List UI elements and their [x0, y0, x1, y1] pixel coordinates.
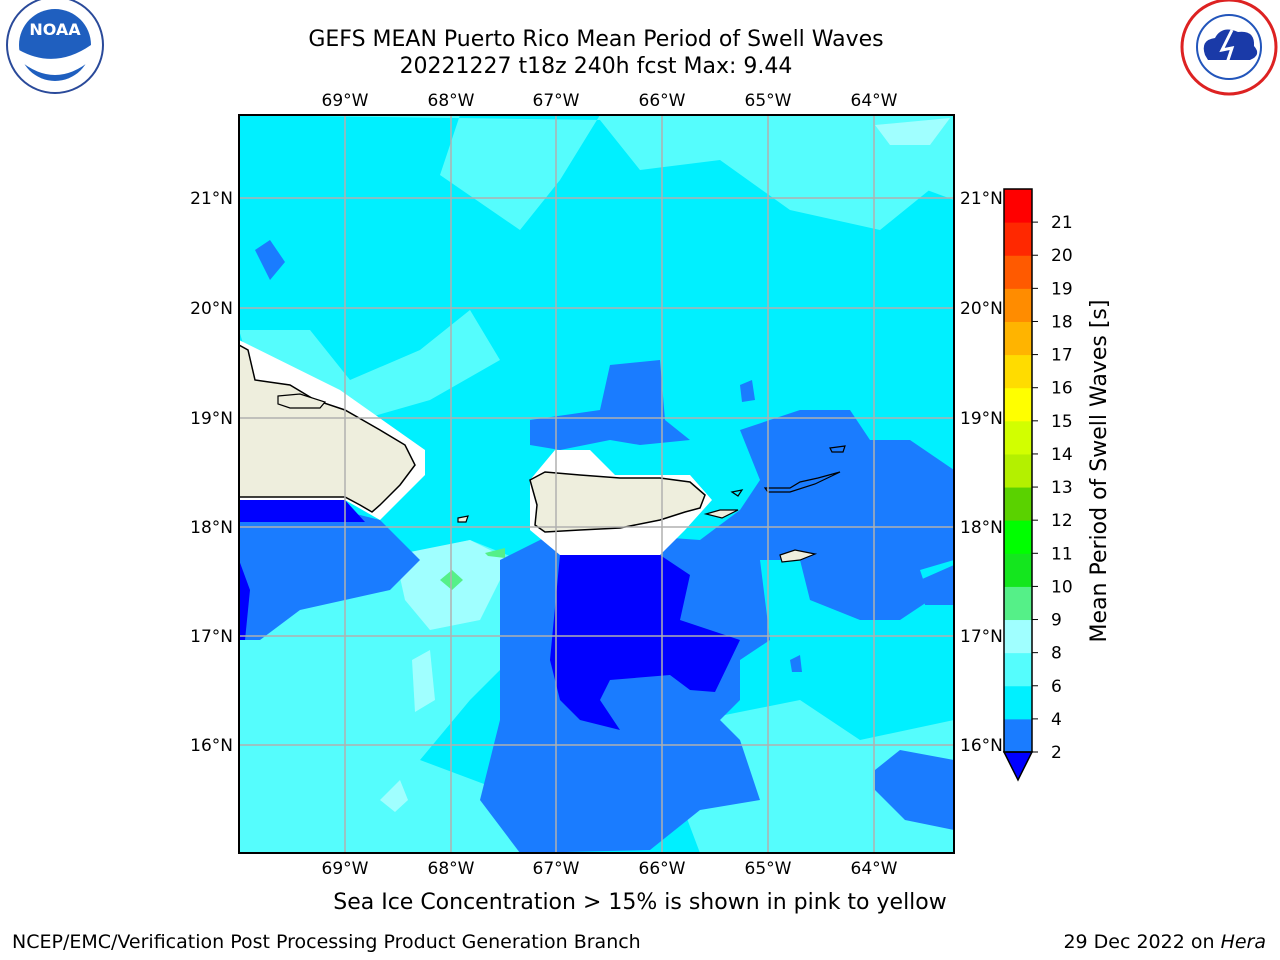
footer-machine: Hera — [1220, 931, 1266, 953]
noaa-logo: NOAA — [6, 0, 104, 94]
contour-2-4-north-pr — [530, 360, 690, 450]
lat-label: 17°N — [960, 627, 1003, 647]
colorbar-tick-label: 14 — [1051, 445, 1073, 465]
graticule — [239, 115, 954, 853]
colorbar-tick-label: 4 — [1051, 710, 1062, 730]
colorbar-bin — [1004, 553, 1032, 587]
lat-label: 21°N — [960, 189, 1003, 209]
colorbar-tick-label: 15 — [1051, 412, 1073, 432]
footer-date-text: 29 Dec 2022 on — [1063, 931, 1221, 953]
lat-labels-left: 21°N 20°N 19°N 18°N 17°N 16°N — [190, 189, 233, 756]
lat-label: 20°N — [960, 299, 1003, 319]
colorbar-tick-label: 20 — [1051, 246, 1073, 266]
contour-2-4-south — [480, 410, 954, 853]
lon-labels-top: 69°W 68°W 67°W 66°W 65°W 64°W — [322, 91, 898, 111]
chart-title: GEFS MEAN Puerto Rico Mean Period of Swe… — [308, 27, 884, 52]
contour-6-8-southeast — [680, 700, 954, 853]
colorbar-bin — [1004, 354, 1032, 389]
lat-label: 20°N — [190, 299, 233, 319]
colorbar-tick-label: 19 — [1051, 279, 1073, 299]
lat-labels-right: 21°N 20°N 19°N 18°N 17°N 16°N — [960, 189, 1003, 756]
map-panel — [238, 114, 955, 854]
lat-label: 18°N — [190, 518, 233, 538]
lon-label: 67°W — [533, 859, 580, 879]
lon-label: 64°W — [851, 91, 898, 111]
colorbar-bin — [1004, 420, 1032, 455]
lat-label: 18°N — [960, 518, 1003, 538]
lat-label: 21°N — [190, 189, 233, 209]
colorbar-tick-label: 8 — [1051, 644, 1062, 664]
lon-label: 65°W — [745, 91, 792, 111]
colorbar-bin — [1004, 487, 1032, 521]
sea-ice-caption: Sea Ice Concentration > 15% is shown in … — [333, 890, 947, 915]
colorbar-tick-label: 21 — [1051, 213, 1073, 233]
colorbar-tick-label: 2 — [1051, 743, 1062, 763]
colorbar-bin — [1004, 520, 1032, 554]
lat-label: 19°N — [960, 409, 1003, 429]
colorbar-bin — [1004, 619, 1032, 654]
colorbar-tick-label: 9 — [1051, 611, 1062, 631]
contour-under-2-west — [239, 500, 365, 522]
lon-label: 69°W — [322, 91, 369, 111]
hispaniola-land — [239, 344, 416, 513]
lon-label: 66°W — [639, 859, 686, 879]
footer-credit: NCEP/EMC/Verification Post Processing Pr… — [12, 931, 641, 953]
colorbar-bin — [1004, 685, 1032, 720]
lon-labels-bottom: 69°W 68°W 67°W 66°W 65°W 64°W — [322, 859, 898, 879]
colorbar-tick-label: 11 — [1051, 544, 1073, 564]
colorbar-bin — [1004, 718, 1032, 753]
colorbar-tick-label: 16 — [1051, 379, 1073, 399]
colorbar-tick-label: 12 — [1051, 511, 1073, 531]
colorbar-bin — [1004, 255, 1032, 289]
colorbar-bin — [1004, 586, 1032, 621]
lat-label: 19°N — [190, 409, 233, 429]
chart-subtitle: 20221227 t18z 240h fcst Max: 9.44 — [399, 54, 793, 79]
colorbar-tick-label: 6 — [1051, 677, 1062, 697]
svg-text:NOAA: NOAA — [29, 20, 81, 39]
lat-label: 16°N — [190, 736, 233, 756]
colorbar-under-arrow — [1002, 751, 1034, 782]
lon-label: 69°W — [322, 859, 369, 879]
colorbar-tick-label: 10 — [1051, 577, 1073, 597]
nws-logo — [1180, 0, 1278, 96]
colorbar-frame — [1003, 188, 1033, 753]
lon-label: 65°W — [745, 859, 792, 879]
lon-label: 68°W — [428, 859, 475, 879]
colorbar-tick-label: 18 — [1051, 312, 1073, 332]
colorbar-bin — [1004, 387, 1032, 422]
colorbar-tick-label: 17 — [1051, 346, 1073, 366]
colorbar-bin — [1004, 189, 1032, 223]
colorbar-bin — [1004, 288, 1032, 322]
lon-label: 67°W — [533, 91, 580, 111]
lat-label: 16°N — [960, 736, 1003, 756]
contour-under-2-south-pr — [550, 555, 740, 730]
lon-label: 64°W — [851, 859, 898, 879]
colorbar-label: Mean Period of Swell Waves [s] — [1087, 300, 1112, 643]
map-frame — [238, 114, 955, 854]
colorbar-bin — [1004, 652, 1032, 687]
footer-date: 29 Dec 2022 on Hera — [1063, 931, 1266, 953]
colorbar-bin — [1004, 321, 1032, 356]
contour-2-4-west — [239, 500, 420, 640]
colorbar-bin — [1004, 222, 1032, 256]
lon-label: 66°W — [639, 91, 686, 111]
colorbar: 2 4 6 8 9 10 11 12 13 14 15 16 17 18 19 20 21 — [1002, 188, 1073, 782]
lat-label: 17°N — [190, 627, 233, 647]
colorbar-tick-label: 13 — [1051, 478, 1073, 498]
contour-6-8-north — [239, 115, 954, 230]
colorbar-bin — [1004, 453, 1032, 488]
lon-label: 68°W — [428, 91, 475, 111]
